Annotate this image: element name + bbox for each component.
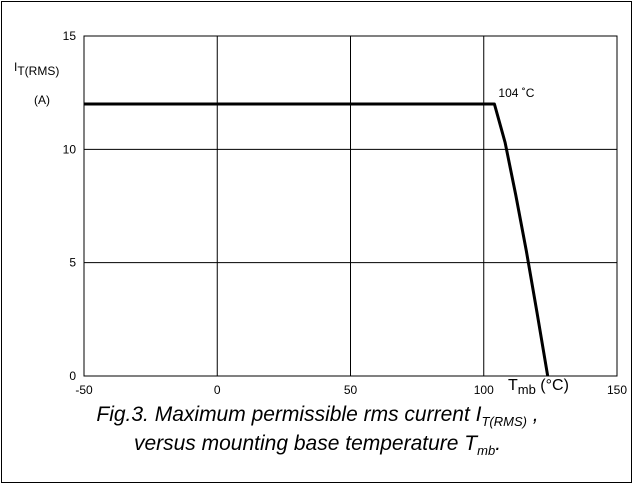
- y-tick-label: 5: [69, 256, 76, 270]
- x-tick-label: 150: [607, 383, 627, 397]
- caption-line-1: Fig.3. Maximum permissible rms current I…: [0, 404, 635, 433]
- grid: [83, 35, 618, 377]
- caption-line2-suffix: .: [495, 432, 502, 456]
- x-axis-label: Tmb (°C): [508, 377, 569, 397]
- caption-line2-text: versus mounting base temperature T: [133, 432, 478, 456]
- figure-caption: Fig.3. Maximum permissible rms current I…: [0, 404, 635, 462]
- caption-line1-suffix: ,: [526, 403, 539, 426]
- y-axis-label: IT(RMS): [14, 60, 59, 78]
- x-tick-label: -50: [75, 383, 93, 397]
- y-axis-unit: (A): [34, 93, 50, 107]
- caption-line1-sub: T(RMS): [481, 414, 527, 430]
- x-tick-label: 50: [344, 383, 358, 397]
- caption-line1-text: Fig.3. Maximum permissible rms current I: [96, 403, 482, 426]
- x-tick-label: 0: [214, 383, 221, 397]
- caption-line2-sub: mb: [477, 443, 496, 459]
- derating-curve: [84, 102, 550, 377]
- caption-line-2: versus mounting base temperature Tmb.: [0, 433, 635, 462]
- x-tick-label: 100: [474, 383, 494, 397]
- series: [84, 102, 550, 377]
- y-tick-label: 10: [63, 142, 77, 156]
- axis-labels: IT(RMS) (A) Tmb (°C): [14, 60, 569, 397]
- annotations: 104 ˚C: [498, 86, 534, 100]
- y-tick-label: 15: [63, 29, 77, 43]
- annotation-label: 104 ˚C: [498, 86, 534, 100]
- y-tick-label: 0: [69, 369, 76, 383]
